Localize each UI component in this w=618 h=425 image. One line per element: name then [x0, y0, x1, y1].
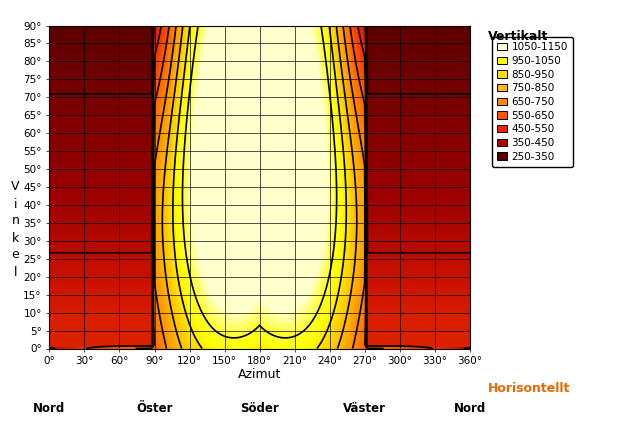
X-axis label: Azimut: Azimut — [238, 368, 281, 380]
Text: Söder: Söder — [240, 402, 279, 414]
Text: e: e — [12, 249, 19, 261]
Legend: 1050-1150, 950-1050, 850-950, 750-850, 650-750, 550-650, 450-550, 350-450, 250-3: 1050-1150, 950-1050, 850-950, 750-850, 6… — [492, 37, 573, 167]
Text: n: n — [12, 215, 19, 227]
Text: i: i — [14, 198, 17, 210]
Text: V: V — [11, 181, 20, 193]
Text: k: k — [12, 232, 19, 244]
Text: Väster: Väster — [343, 402, 386, 414]
Text: Nord: Nord — [454, 402, 486, 414]
Text: Horisontellt: Horisontellt — [488, 382, 570, 396]
Text: l: l — [14, 266, 17, 278]
Text: Vertikalt: Vertikalt — [488, 30, 549, 43]
Text: Nord: Nord — [33, 402, 66, 414]
Text: Öster: Öster — [136, 402, 173, 414]
